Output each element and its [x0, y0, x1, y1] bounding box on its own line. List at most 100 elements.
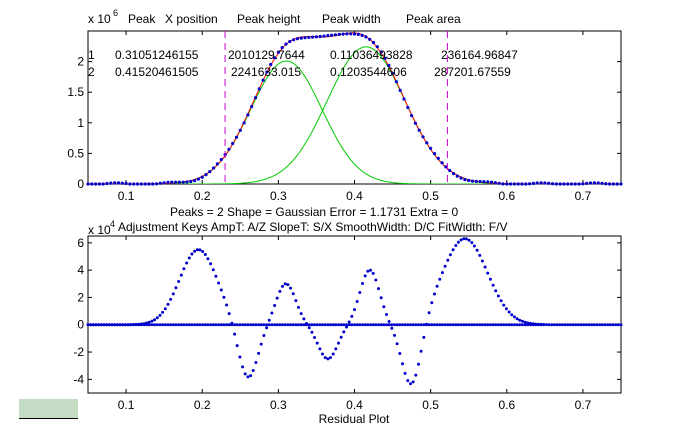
zero-line-point [121, 323, 125, 327]
table-header-peak: Peak [128, 12, 156, 26]
zero-line-point [187, 323, 191, 327]
zero-line-point [134, 323, 138, 327]
zero-line-point [126, 323, 130, 327]
data-point [581, 182, 585, 186]
zero-line-point [262, 323, 266, 327]
data-point [387, 63, 391, 68]
residual-point [182, 267, 186, 271]
zero-line-point [307, 323, 311, 327]
zero-line-point [342, 323, 346, 327]
bottom-x-tick-label: 0.5 [422, 398, 439, 412]
zero-line-point [86, 323, 90, 327]
top-x-tick-label: 0.4 [346, 189, 363, 203]
residual-point [584, 323, 588, 327]
data-point [257, 87, 261, 91]
zero-line-point [313, 323, 316, 327]
zero-line-point [371, 323, 375, 327]
top-y-tick-label: 2 [77, 55, 84, 69]
zero-line-point [361, 323, 364, 327]
bottom-x-tick-label: 0.6 [498, 398, 515, 412]
data-point [196, 177, 200, 181]
peak-table: Peak X position Peak height Peak width P… [88, 12, 518, 79]
data-point [459, 176, 463, 180]
data-point [280, 46, 284, 50]
zero-line-point [169, 323, 173, 327]
zero-line-point [433, 323, 436, 327]
zero-line-point [254, 323, 258, 327]
residual-point [430, 301, 434, 305]
zero-line-point [177, 323, 181, 327]
residual-point [544, 323, 548, 327]
residual-point [395, 342, 399, 346]
residual-point [155, 316, 159, 320]
data-point [265, 70, 269, 74]
zero-line-point [440, 323, 444, 327]
zero-line-point [363, 323, 367, 327]
zero-line-point [379, 323, 383, 327]
zero-line-point [91, 323, 95, 327]
swatch-underline [19, 418, 78, 419]
data-point [421, 135, 425, 139]
zero-line-point [464, 323, 468, 327]
zero-line-point [115, 323, 119, 327]
zero-line-point [273, 323, 277, 327]
zero-line-point [230, 323, 234, 327]
data-point [128, 182, 132, 186]
zero-line-point [113, 323, 117, 327]
residual-point [201, 250, 205, 253]
data-point [170, 180, 174, 184]
zero-line-point [454, 323, 458, 327]
data-point [189, 179, 193, 184]
zero-line-point [94, 323, 98, 327]
zero-line-point [193, 323, 197, 327]
data-point [509, 182, 513, 186]
data-point [349, 32, 353, 36]
residual-point [587, 323, 591, 327]
data-point [402, 97, 406, 101]
residual-point [382, 305, 386, 309]
data-point [177, 180, 181, 184]
data-point [585, 181, 589, 185]
zero-line-point [145, 323, 149, 327]
data-point [212, 166, 216, 170]
residual-point [246, 375, 250, 379]
residual-point [403, 371, 407, 375]
data-point [501, 182, 505, 186]
bottom-axis-ticks: 0.1 0.2 0.3 0.4 0.5 0.6 0.7 -4 -2 0 2 4 6 [73, 236, 621, 412]
data-point [486, 180, 490, 184]
zero-line-point [331, 323, 335, 327]
zero-line-point [227, 323, 231, 327]
zero-line-point [174, 323, 178, 327]
residual-point [590, 323, 594, 327]
data-point [467, 178, 471, 183]
data-point [516, 182, 520, 186]
residual-point [342, 330, 346, 334]
residual-point [462, 237, 466, 241]
residual-point [337, 341, 340, 345]
residual-point [235, 344, 239, 348]
bottom-y-tick-label: 6 [77, 236, 84, 250]
residual-point [475, 248, 479, 252]
residual-point [195, 248, 199, 252]
residual-point [566, 323, 570, 327]
residual-point [406, 379, 410, 383]
zero-line-point [153, 323, 157, 327]
zero-line-point [496, 323, 500, 327]
residual-point [398, 352, 402, 355]
residual-point [472, 244, 476, 248]
zero-line-point [366, 323, 370, 327]
zero-line-point [531, 323, 535, 327]
zero-line-point [406, 323, 410, 327]
data-point [554, 182, 558, 186]
data-point [292, 38, 296, 42]
color-swatch-button[interactable] [19, 399, 78, 418]
zero-line-point [459, 323, 463, 327]
residual-point [158, 313, 162, 317]
residual-point [209, 262, 213, 266]
residual-point [520, 319, 524, 323]
data-point [269, 62, 273, 67]
top-series-group [86, 31, 623, 186]
residual-point [273, 304, 277, 307]
data-point [158, 181, 162, 185]
zero-line-point [275, 323, 279, 327]
